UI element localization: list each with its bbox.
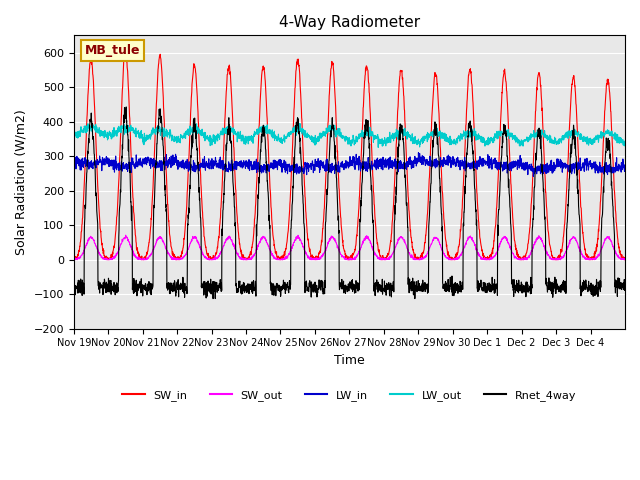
Title: 4-Way Radiometer: 4-Way Radiometer (279, 15, 420, 30)
Legend: SW_in, SW_out, LW_in, LW_out, Rnet_4way: SW_in, SW_out, LW_in, LW_out, Rnet_4way (118, 385, 581, 405)
X-axis label: Time: Time (334, 354, 365, 367)
Y-axis label: Solar Radiation (W/m2): Solar Radiation (W/m2) (15, 109, 28, 255)
Text: MB_tule: MB_tule (85, 44, 140, 57)
